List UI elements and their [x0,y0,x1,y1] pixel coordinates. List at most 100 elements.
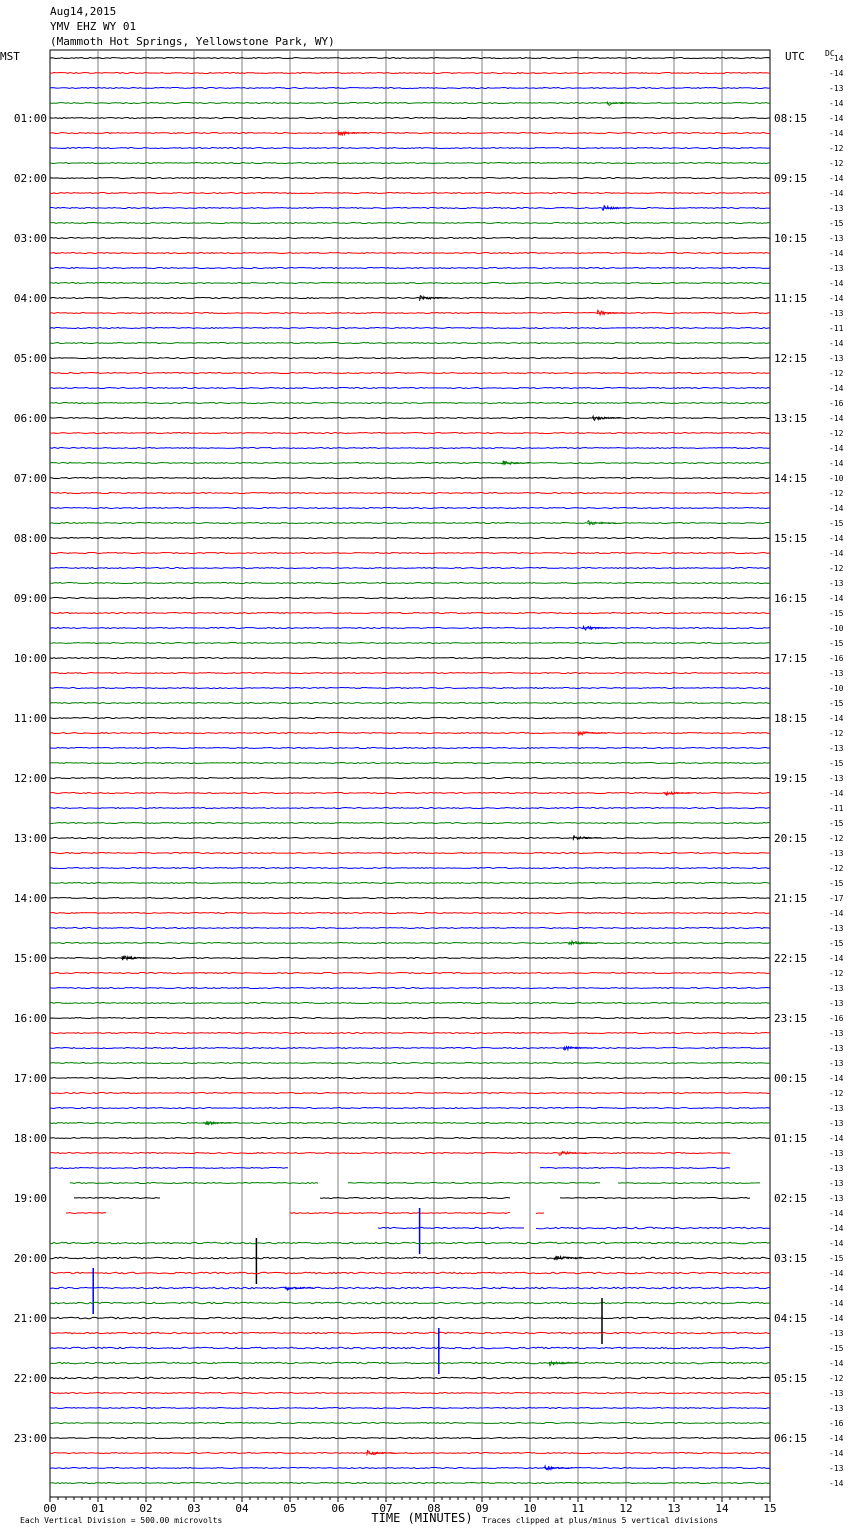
seismic-trace [49,686,771,690]
x-tick-label: 12 [619,1502,632,1515]
dc-offset-label: -12 [829,864,844,873]
dc-offset-label: -16 [829,399,844,408]
seismic-trace [49,461,771,465]
seismic-trace [49,641,771,645]
dc-offset-label: -11 [829,324,844,333]
seismic-trace [49,1256,771,1260]
seismic-trace [49,551,771,555]
dc-offset-label: -14 [829,444,844,453]
x-tick-label: 11 [571,1502,584,1515]
seismic-trace [49,506,771,510]
dc-offset-label: -14 [829,1074,844,1083]
dc-offset-label: -13 [829,744,844,753]
x-tick-label: 08 [427,1502,440,1515]
dc-offset-label: -13 [829,234,844,243]
seismic-trace [49,431,771,435]
dc-offset-label: -15 [829,219,844,228]
seismic-trace [49,266,771,270]
seismic-trace [49,746,771,750]
dc-offset-label: -13 [829,579,844,588]
mst-hour-label: 14:00 [14,892,47,905]
dc-offset-label: -14 [829,1299,844,1308]
dc-offset-label: -12 [829,429,844,438]
dc-offset-label: -14 [829,279,844,288]
mst-hour-label: 05:00 [14,352,47,365]
dc-offset-label: -17 [829,894,844,903]
seismic-trace [49,851,771,855]
seismic-trace [49,776,771,780]
seismic-trace [49,671,771,675]
dc-offset-label: -15 [829,879,844,888]
seismic-event [121,955,151,961]
dc-offset-label: -14 [829,954,844,963]
seismic-trace [49,596,771,600]
utc-hour-label: 09:15 [774,172,807,185]
seismic-event [548,1360,578,1367]
seismic-trace [74,1197,770,1198]
dc-offset-label: -14 [829,414,844,423]
dc-offset-label: -14 [829,909,844,918]
x-tick-label: 03 [187,1502,200,1515]
seismic-trace [49,926,771,930]
mst-hour-label: 21:00 [14,1312,47,1325]
x-tick-label: 07 [379,1502,392,1515]
seismic-trace [49,836,771,840]
utc-hour-label: 11:15 [774,292,807,305]
seismic-trace [49,176,771,180]
mst-hour-label: 09:00 [14,592,47,605]
seismic-trace [49,311,771,315]
mst-hour-label: 02:00 [14,172,47,185]
dc-offset-label: -14 [829,189,844,198]
mst-hour-label: 18:00 [14,1132,47,1145]
dc-offset-label: -13 [829,1464,844,1473]
seismic-trace [49,371,771,375]
mst-hour-label: 03:00 [14,232,47,245]
mst-hour-label: 12:00 [14,772,47,785]
seismic-trace [49,1136,771,1140]
dc-offset-label: -13 [829,774,844,783]
mst-axis-label: MST [0,50,20,63]
seismic-trace [49,986,771,990]
utc-hour-label: 16:15 [774,592,807,605]
x-tick-label: 09 [475,1502,488,1515]
seismic-trace [49,1106,771,1110]
mst-hour-label: 06:00 [14,412,47,425]
dc-offset-label: -14 [829,504,844,513]
dc-offset-label: -15 [829,939,844,948]
seismic-trace [49,71,771,75]
dc-offset-label: -14 [829,294,844,303]
seismic-trace [49,1271,771,1275]
seismic-event [366,1449,396,1456]
utc-hour-label: 00:15 [774,1072,807,1085]
dc-offset-label: -14 [829,129,844,138]
seismic-trace [49,1481,771,1485]
seismic-trace [49,386,771,390]
location-label: (Mammoth Hot Springs, Yellowstone Park, … [50,35,335,48]
dc-offset-label: -13 [829,1329,844,1338]
utc-hour-label: 14:15 [774,472,807,485]
dc-offset-label: -14 [829,99,844,108]
seismic-trace [49,626,771,630]
dc-offset-label: -14 [829,1134,844,1143]
seismic-trace [49,491,771,495]
dc-offset-label: -14 [829,594,844,603]
seismic-trace [49,896,771,900]
seismic-trace [50,1152,770,1153]
dc-offset-label: -14 [829,69,844,78]
utc-hour-label: 03:15 [774,1252,807,1265]
dc-offset-label: -14 [829,549,844,558]
seismic-event [558,1150,588,1156]
x-tick-label: 04 [235,1502,249,1515]
dc-offset-label: -13 [829,204,844,213]
seismic-trace [49,1301,771,1305]
seismic-trace [49,821,771,825]
mst-hour-label: 10:00 [14,652,47,665]
dc-offset-label: -14 [829,1224,844,1233]
dc-offset-label: -14 [829,789,844,798]
seismic-trace [70,1182,770,1183]
dc-offset-label: -14 [829,1479,844,1488]
dc-offset-label: -14 [829,1359,844,1368]
x-tick-label: 01 [91,1502,104,1515]
seismic-trace [49,281,771,285]
